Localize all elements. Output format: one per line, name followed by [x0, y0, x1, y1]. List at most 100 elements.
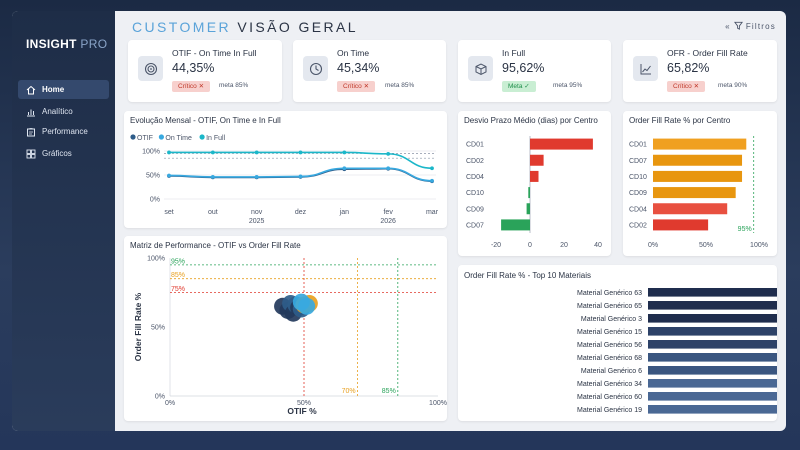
category-label: Material Genérico 65	[577, 303, 642, 310]
kpi-title: OTIF - On Time In Full	[172, 48, 257, 58]
bar	[526, 203, 530, 215]
kpi-meta: meta 85%	[219, 82, 249, 89]
category-label: CD09	[466, 206, 484, 213]
category-label: CD10	[629, 174, 647, 181]
page-title: CUSTOMER VISÃO GERAL	[132, 19, 358, 35]
bar	[648, 392, 777, 401]
x-tick-label: 50%	[297, 400, 311, 407]
series-line	[168, 167, 433, 182]
filters-button[interactable]: « Filtros	[725, 21, 776, 32]
panel-top10-materials: Order Fill Rate % - Top 10 Materiais Mat…	[458, 265, 777, 421]
filters-label: Filtros	[745, 22, 776, 31]
x-tick-label: set	[164, 209, 173, 216]
sidebar-item-analitico[interactable]: Analítico	[18, 102, 109, 121]
bar	[653, 138, 747, 150]
monthly-line-chart: OTIF On Time In Full 100% 50% 0% set out nov dez j…	[130, 134, 439, 225]
data-point	[430, 178, 434, 183]
legend-marker	[199, 134, 205, 140]
kpi-value: 65,82%	[667, 61, 710, 75]
status-badge: Crítico ✕	[337, 81, 376, 92]
legend-label: In Full	[206, 135, 226, 142]
x-tick-label: -20	[491, 242, 501, 249]
sidebar-item-home[interactable]: Home	[18, 80, 109, 99]
sidebar-item-label: Home	[42, 85, 65, 94]
grid-icon	[26, 149, 36, 159]
kpi-value: 45,34%	[337, 61, 380, 75]
panel-title: Desvio Prazo Médio (dias) por Centro	[464, 116, 598, 125]
kpi-card-on-time: On Time 45,34% Crítico ✕ meta 85%	[293, 40, 446, 102]
bar	[648, 314, 777, 323]
reference-label: 85%	[382, 388, 396, 395]
category-label: CD04	[629, 206, 647, 213]
bar	[653, 219, 709, 231]
sidebar: INSIGHT PRO Home Analítico Performance G…	[12, 11, 115, 431]
page-title-part2: VISÃO GERAL	[237, 19, 358, 35]
double-chevron-left-icon[interactable]: «	[725, 22, 731, 31]
data-point	[298, 150, 303, 155]
sidebar-item-label: Analítico	[42, 107, 73, 116]
kpi-card-otif: OTIF - On Time In Full 44,35% Crítico ✕ …	[128, 40, 282, 102]
x-tick-label: mar	[426, 209, 439, 216]
kpi-value: 44,35%	[172, 61, 215, 75]
category-label: Material Genérico 56	[577, 342, 642, 349]
category-label: Material Genérico 60	[577, 394, 642, 401]
clock-icon	[303, 56, 328, 81]
sidebar-item-performance[interactable]: Performance	[18, 122, 109, 141]
x-tick-label: fev	[383, 209, 393, 216]
clipboard-icon	[26, 127, 36, 137]
category-label: CD04	[466, 174, 484, 181]
sidebar-item-label: Performance	[42, 127, 88, 136]
panel-title: Order Fill Rate % por Centro	[629, 116, 731, 125]
category-label: Material Genérico 3	[581, 316, 642, 323]
status-badge: Meta ✓	[502, 81, 536, 92]
bar	[653, 170, 743, 182]
bar	[648, 353, 777, 362]
y-tick-label: 50%	[146, 173, 160, 180]
x-tick-label: 0%	[165, 400, 175, 407]
x-tick-label: jan	[339, 209, 349, 216]
bar	[653, 154, 743, 166]
legend-marker	[130, 134, 136, 140]
series-line	[169, 151, 433, 170]
x-tick-label: 20	[560, 242, 568, 249]
kpi-card-in-full: In Full 95,62% Meta ✓ meta 95%	[458, 40, 611, 102]
bar	[653, 187, 736, 199]
y-tick-label: 0%	[155, 394, 165, 401]
panel-performance-matrix: Matriz de Performance - OTIF vs Order Fi…	[124, 236, 447, 421]
data-point	[210, 150, 215, 155]
category-label: CD07	[466, 222, 484, 229]
x-tick-label: out	[208, 209, 218, 216]
page-title-part1: CUSTOMER	[132, 19, 232, 35]
panel-monthly-evolution: Evolução Mensal - OTIF, On Time e In Ful…	[124, 111, 447, 228]
delay-bar-chart: CD01 CD02 CD04 CD10 CD09 CD07 -20 0 20 40	[466, 136, 602, 249]
data-point	[167, 173, 171, 178]
data-point	[342, 166, 347, 171]
sidebar-item-label: Gráficos	[42, 149, 72, 158]
reference-label: 95%	[171, 258, 185, 265]
brand-name: INSIGHT	[26, 37, 77, 51]
y-tick-label: 0%	[150, 197, 160, 204]
sidebar-item-graficos[interactable]: Gráficos	[18, 144, 109, 163]
reference-label: 95%	[738, 226, 752, 233]
home-icon	[26, 85, 36, 95]
data-point	[386, 151, 391, 156]
kpi-title: In Full	[502, 48, 526, 58]
bar	[648, 340, 777, 349]
status-badge: Crítico ✕	[172, 81, 211, 92]
bar	[653, 203, 728, 215]
bar	[530, 170, 539, 182]
x-tick-label: nov	[251, 209, 263, 216]
y-axis-title: Order Fill Rate %	[133, 292, 143, 361]
kpi-value: 95,62%	[502, 61, 545, 75]
panel-title: Order Fill Rate % - Top 10 Materiais	[464, 271, 592, 280]
data-point	[386, 166, 391, 171]
category-label: CD09	[629, 190, 647, 197]
data-point	[342, 150, 347, 155]
top10-bar-chart: Material Genérico 6367%Material Genérico…	[577, 288, 777, 414]
kpi-meta: meta 85%	[385, 82, 415, 89]
x-tick-label: 100%	[750, 242, 768, 249]
panel-title: Evolução Mensal - OTIF, On Time e In Ful…	[130, 116, 281, 125]
target-icon	[138, 56, 163, 81]
data-point	[210, 175, 215, 179]
bar	[528, 187, 530, 199]
